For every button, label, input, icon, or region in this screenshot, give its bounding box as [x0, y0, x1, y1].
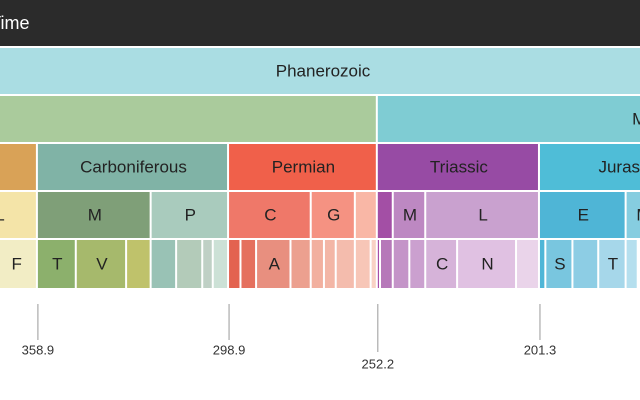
x-tick-label: 252.2: [362, 356, 395, 371]
interval: [213, 240, 228, 288]
interval: [241, 240, 256, 288]
interval-label: E: [578, 205, 589, 224]
interval: [539, 192, 625, 238]
interval-label: G: [327, 205, 340, 224]
interval: [410, 240, 425, 288]
interval-label: Triassic: [430, 157, 488, 176]
interval: [355, 192, 376, 238]
interval: [37, 144, 228, 190]
interval: [0, 144, 36, 190]
interval: [37, 240, 75, 288]
interval: [311, 192, 354, 238]
interval-label: L: [478, 205, 487, 224]
interval: [393, 192, 425, 238]
interval-label: A: [269, 254, 281, 273]
interval: [203, 240, 212, 288]
interval: [377, 240, 380, 288]
interval-label: Jurassic: [598, 157, 640, 176]
interval: [377, 96, 640, 142]
interval: [0, 240, 36, 288]
interval: [626, 192, 640, 238]
interval-label: N: [481, 254, 493, 273]
interval-label: Permian: [272, 157, 335, 176]
interval: [336, 240, 354, 288]
interval-label: Phanerozoic: [276, 61, 371, 80]
interval: [626, 240, 637, 288]
interval-label: Geologic Time: [0, 13, 30, 33]
interval: [76, 240, 126, 288]
interval: [377, 144, 538, 190]
interval: [426, 240, 457, 288]
interval: [546, 240, 572, 288]
interval: [517, 240, 538, 288]
interval-label: T: [52, 254, 62, 273]
interval: [291, 240, 310, 288]
interval: [311, 240, 323, 288]
interval-label: M: [403, 205, 417, 224]
interval-label: Mesozoic: [632, 109, 640, 128]
interval: [229, 240, 240, 288]
interval: [355, 240, 370, 288]
interval: [599, 240, 625, 288]
interval: [257, 240, 290, 288]
interval-label: S: [554, 254, 565, 273]
interval: [377, 192, 392, 238]
interval-label: L: [0, 205, 5, 224]
interval: [371, 240, 376, 288]
interval-label: Carboniferous: [80, 157, 187, 176]
icicle: Geologic Time Phanerozoic Mesozoic Carbonif…: [0, 0, 640, 288]
interval: [151, 240, 176, 288]
interval: [229, 192, 310, 238]
x-tick-label: 358.9: [22, 342, 55, 357]
interval: [0, 48, 640, 94]
interval: [573, 240, 598, 288]
interval-label: V: [96, 254, 108, 273]
interval: [0, 0, 640, 46]
interval-label: C: [264, 205, 276, 224]
interval: [229, 144, 376, 190]
interval-label: P: [185, 205, 196, 224]
x-tick-label: 201.3: [524, 342, 557, 357]
interval: [539, 144, 640, 190]
interval-label: M: [88, 205, 102, 224]
x-tick-label: 298.9: [213, 342, 246, 357]
interval-label: T: [608, 254, 618, 273]
interval: [177, 240, 202, 288]
interval: [127, 240, 150, 288]
interval: [324, 240, 335, 288]
interval: [393, 240, 409, 288]
interval-label: M: [636, 205, 640, 224]
interval: [539, 240, 545, 288]
interval: [0, 96, 376, 142]
interval: [37, 192, 150, 238]
interval: [151, 192, 228, 238]
interval: [458, 240, 516, 288]
interval-label: F: [12, 254, 22, 273]
interval-label: C: [436, 254, 448, 273]
interval: [426, 192, 538, 238]
interval: [0, 192, 36, 238]
interval: [381, 240, 392, 288]
